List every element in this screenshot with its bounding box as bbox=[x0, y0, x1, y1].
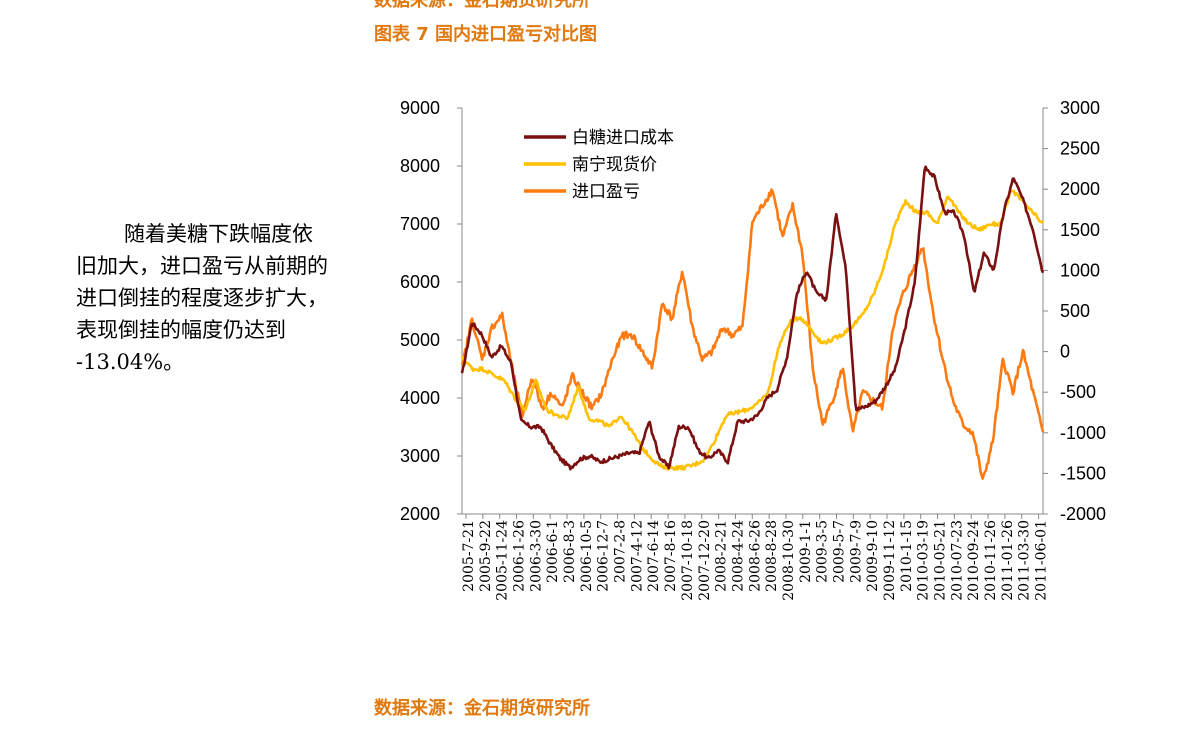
x-tick-label: 2011-06-01 bbox=[1034, 520, 1050, 601]
left-tick-label: 4000 bbox=[400, 388, 440, 408]
x-tick-label: 2006-8-3 bbox=[562, 520, 578, 583]
x-tick-label: 2009-1-1 bbox=[798, 520, 814, 583]
x-tick-label: 2007-6-14 bbox=[646, 520, 662, 592]
x-tick-label: 2009-11-12 bbox=[882, 520, 898, 601]
x-tick-label: 2010-09-24 bbox=[966, 520, 982, 601]
x-tick-label: 2005-7-21 bbox=[461, 520, 477, 592]
x-tick-label: 2010-03-19 bbox=[916, 520, 932, 601]
x-tick-label: 2007-10-18 bbox=[680, 520, 696, 601]
left-tick-label: 8000 bbox=[400, 156, 440, 176]
right-tick-label: -1500 bbox=[1060, 463, 1106, 483]
x-tick-label: 2008-2-21 bbox=[714, 520, 730, 592]
series-line-1 bbox=[460, 165, 1045, 471]
x-tick-label: 2006-1-26 bbox=[512, 520, 528, 592]
x-tick-label: 2008-4-24 bbox=[730, 520, 746, 592]
x-tick-label: 2006-12-7 bbox=[596, 520, 612, 592]
left-tick-label: 6000 bbox=[400, 272, 440, 292]
right-tick-label: -2000 bbox=[1060, 504, 1106, 524]
bottom-source-note: 数据来源：金石期货研究所 bbox=[374, 698, 590, 719]
right-tick-label: 1500 bbox=[1060, 220, 1100, 240]
legend-label-2: 南宁现货价 bbox=[572, 155, 657, 175]
x-tick-label: 2005-9-22 bbox=[478, 520, 494, 592]
commentary-line-4: 表现倒挂的幅度仍达到 bbox=[76, 318, 286, 342]
right-tick-label: 2500 bbox=[1060, 139, 1100, 159]
right-tick-label: 3000 bbox=[1060, 98, 1100, 118]
left-tick-label: 5000 bbox=[400, 330, 440, 350]
x-tick-label: 2005-11-24 bbox=[495, 520, 511, 601]
figure-title: 图表 7 国内进口盈亏对比图 bbox=[374, 24, 598, 45]
top-source-note: 数据来源：金石期货研究所 bbox=[374, 0, 590, 11]
x-tick-label: 2010-07-23 bbox=[949, 520, 965, 601]
x-tick-label: 2007-4-12 bbox=[629, 520, 645, 592]
legend-label-1: 白糖进口成本 bbox=[572, 128, 674, 148]
x-tick-label: 2009-7-9 bbox=[848, 520, 864, 583]
series-line-2 bbox=[460, 189, 1045, 471]
x-tick-label: 2007-2-8 bbox=[613, 520, 629, 583]
commentary-line-3: 进口倒挂的程度逐步扩大， bbox=[76, 286, 328, 310]
x-tick-label: 2006-3-30 bbox=[528, 520, 544, 592]
series-layer bbox=[460, 165, 1045, 480]
commentary-line-1: 随着美糖下跌幅度依 bbox=[124, 222, 313, 246]
x-tick-label: 2011-03-30 bbox=[1017, 520, 1033, 601]
commentary-text: 随着美糖下跌幅度依 旧加大，进口盈亏从前期的 进口倒挂的程度逐步扩大， 表现倒挂… bbox=[76, 218, 366, 378]
commentary-line-5: -13.04%。 bbox=[76, 350, 185, 374]
x-tick-label: 2007-12-20 bbox=[697, 520, 713, 601]
right-tick-label: 2000 bbox=[1060, 179, 1100, 199]
left-tick-label: 7000 bbox=[400, 214, 440, 234]
right-tick-label: 0 bbox=[1060, 342, 1070, 362]
x-tick-label: 2009-5-7 bbox=[831, 520, 847, 583]
x-tick-label: 2010-05-21 bbox=[933, 520, 949, 601]
x-tick-label: 2006-6-1 bbox=[545, 520, 561, 583]
right-tick-label: 500 bbox=[1060, 301, 1090, 321]
left-tick-label: 3000 bbox=[400, 446, 440, 466]
x-tick-label: 2008-10-30 bbox=[781, 520, 797, 601]
right-tick-label: -500 bbox=[1060, 382, 1096, 402]
x-tick-label: 2011-01-26 bbox=[1000, 520, 1016, 601]
chart-axes: 20003000400050006000700080009000-2000-15… bbox=[400, 98, 1106, 601]
x-tick-label: 2006-10-5 bbox=[579, 520, 595, 592]
x-tick-label: 2007-8-16 bbox=[663, 520, 679, 592]
left-tick-label: 2000 bbox=[400, 504, 440, 524]
x-tick-label: 2010-1-15 bbox=[899, 520, 915, 592]
left-tick-label: 9000 bbox=[400, 98, 440, 118]
x-tick-label: 2009-9-10 bbox=[865, 520, 881, 592]
legend-label-3: 进口盈亏 bbox=[572, 182, 640, 202]
commentary-line-2: 旧加大，进口盈亏从前期的 bbox=[76, 254, 328, 278]
x-tick-label: 2008-6-26 bbox=[747, 520, 763, 592]
x-tick-label: 2008-8-28 bbox=[764, 520, 780, 592]
right-tick-label: 1000 bbox=[1060, 260, 1100, 280]
series-line-3 bbox=[460, 188, 1045, 480]
x-tick-label: 2009-3-5 bbox=[815, 520, 831, 583]
right-tick-label: -1000 bbox=[1060, 423, 1106, 443]
x-tick-label: 2010-11-26 bbox=[983, 520, 999, 601]
